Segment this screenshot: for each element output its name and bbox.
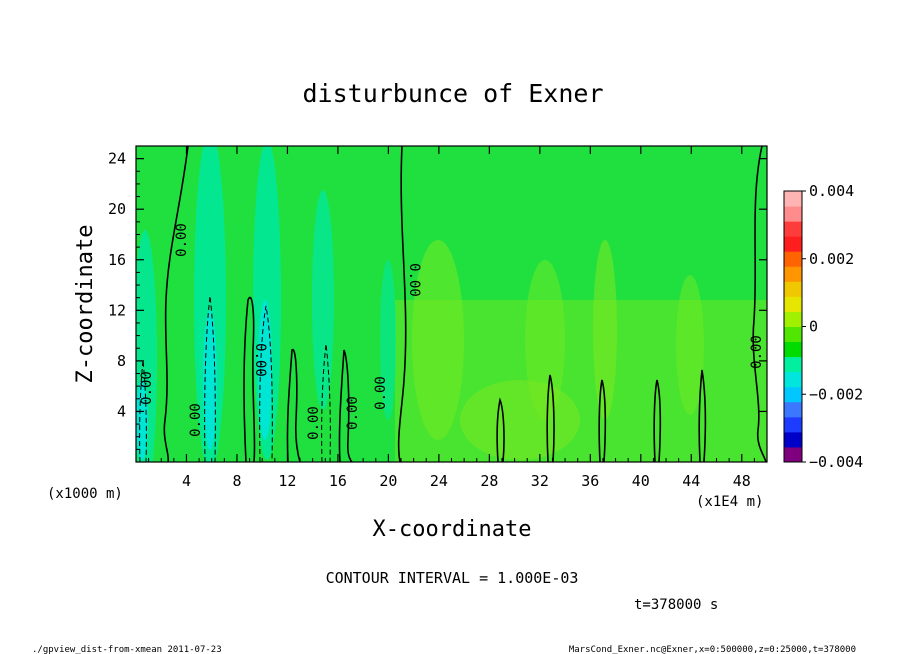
colorbar-swatch	[784, 221, 802, 237]
y-tick-label: 20	[108, 200, 126, 218]
x-tick-label: 12	[278, 472, 296, 490]
colorbar-tick-label: 0	[809, 318, 818, 336]
contour-label: 0.00	[749, 335, 765, 369]
colorbar-swatch	[784, 401, 802, 418]
colorbar-swatch	[784, 281, 802, 297]
contour-interval: CONTOUR INTERVAL = 1.000E-03	[326, 569, 579, 587]
contour-label: 0.00	[306, 406, 322, 440]
x-tick-label: 4	[182, 472, 191, 490]
x-axis-label: X-coordinate	[373, 517, 532, 542]
contour-label: 0.00	[406, 263, 422, 297]
colorbar-swatch	[784, 356, 802, 373]
colorbar-swatch	[784, 341, 802, 358]
colorbar-swatch	[784, 431, 802, 448]
colorbar-swatch	[784, 446, 802, 463]
y-tick-label: 16	[108, 251, 126, 269]
negative-region	[136, 146, 396, 462]
colorbar-swatch	[784, 251, 802, 267]
contour-label: 0.00	[188, 403, 204, 437]
colorbar-swatch	[784, 191, 802, 207]
colorbar-swatch	[784, 236, 802, 252]
x-unit-right: (x1E4 m)	[696, 494, 763, 510]
colorbar-swatch	[784, 296, 802, 312]
colorbar-swatch	[784, 371, 802, 388]
y-tick-label: 8	[117, 352, 126, 370]
zero-contours	[163, 146, 767, 462]
contour-label: 0.00	[373, 376, 389, 410]
time-label: t=378000 s	[634, 597, 718, 613]
x-unit-left: (x1000 m)	[47, 486, 123, 502]
x-tick-label: 32	[531, 472, 549, 490]
x-axis: 4 8 12 16 20 24 28 32 36 40 44 48	[148, 146, 755, 490]
x-tick-label: 8	[232, 472, 241, 490]
colorbar-swatch	[784, 326, 802, 343]
colorbar-tick-label: −0.004	[809, 453, 863, 471]
x-tick-label: 36	[581, 472, 599, 490]
x-tick-label: 20	[379, 472, 397, 490]
contour-label: 0.00	[252, 343, 268, 377]
positive-region	[395, 240, 767, 462]
y-tick-label: 4	[117, 402, 126, 420]
colorbar-tick-label: 0.004	[809, 182, 854, 200]
x-tick-label: 44	[682, 472, 700, 490]
colorbar-swatch	[784, 386, 802, 403]
y-tick-label: 12	[108, 301, 126, 319]
colorbar-tick-label: 0.002	[809, 250, 854, 268]
footer-right: MarsCond_Exner.nc@Exner,x=0:500000,z=0:2…	[569, 645, 856, 654]
x-tick-label: 48	[733, 472, 751, 490]
negative-contours	[139, 295, 331, 462]
x-tick-label: 24	[430, 472, 448, 490]
y-tick-label: 24	[108, 150, 126, 168]
x-tick-label: 40	[632, 472, 650, 490]
footer-left: ./gpview_dist-from-xmean 2011-07-23	[32, 645, 222, 654]
colorbar-tick-label: −0.002	[809, 385, 863, 403]
y-axis-label: Z-coordinate	[73, 225, 98, 384]
y-axis: 4 8 12 16 20 24	[108, 150, 767, 450]
chart-title: disturbunce of Exner	[302, 79, 603, 108]
colorbar: 0.004 0.002 0 −0.002 −0.004	[783, 182, 863, 471]
contour-label: 0.00	[174, 223, 190, 257]
colorbar-swatch	[784, 416, 802, 433]
x-tick-label: 16	[329, 472, 347, 490]
plot-area: 0.00 0.00 0.00 0.00 0.00 0.00 0.00 0.00 0.00	[136, 146, 767, 462]
colorbar-swatch	[784, 206, 802, 222]
colorbar-swatch	[784, 311, 802, 327]
contour-labels: 0.00 0.00 0.00 0.00 0.00 0.00 0.00 0.00 0.00	[139, 223, 765, 440]
x-tick-label: 28	[480, 472, 498, 490]
contour-label: 0.00	[139, 371, 155, 405]
colorbar-swatch	[784, 266, 802, 282]
contour-label: 0.00	[345, 396, 361, 430]
